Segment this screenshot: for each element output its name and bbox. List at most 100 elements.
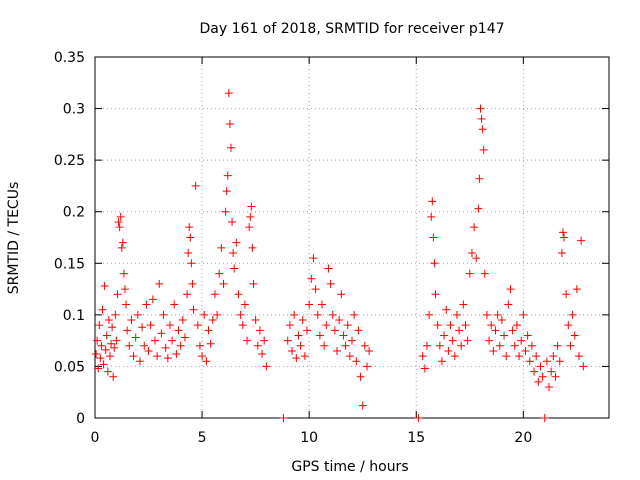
data-point: [246, 212, 255, 221]
data-point: [105, 352, 114, 361]
data-point: [176, 341, 185, 350]
data-point: [570, 331, 579, 340]
data-point: [448, 336, 457, 345]
data-point: [236, 310, 245, 319]
data-point: [560, 233, 569, 242]
data-point: [425, 310, 434, 319]
data-point: [92, 350, 101, 359]
data-point: [208, 316, 217, 325]
y-tick-label: 0.05: [54, 359, 85, 375]
data-point: [248, 243, 257, 252]
data-point: [365, 346, 374, 355]
data-point: [101, 345, 110, 354]
data-point: [517, 336, 526, 345]
data-point: [249, 279, 258, 288]
data-point: [114, 218, 123, 227]
data-point: [579, 362, 588, 371]
data-point: [112, 336, 121, 345]
data-point: [538, 372, 547, 381]
x-tick-label: 0: [91, 430, 100, 446]
data-point: [118, 238, 127, 247]
y-tick-label: 0.3: [63, 102, 85, 118]
data-point: [515, 352, 524, 361]
data-point: [174, 326, 183, 335]
data-point: [523, 331, 532, 340]
data-point: [122, 300, 131, 309]
data-point: [472, 254, 481, 263]
data-point: [223, 171, 232, 180]
data-point: [103, 367, 112, 376]
data-point: [133, 310, 142, 319]
data-point: [159, 310, 168, 319]
y-tick-label: 0.35: [54, 50, 85, 66]
data-point: [459, 300, 468, 309]
data-point: [508, 326, 517, 335]
data-point: [193, 321, 202, 330]
data-point: [140, 341, 149, 350]
data-point: [102, 331, 111, 340]
data-point: [435, 341, 444, 350]
data-point: [442, 305, 451, 314]
data-point: [99, 360, 108, 369]
data-point: [475, 174, 484, 183]
data-point: [491, 326, 500, 335]
data-point: [354, 326, 363, 335]
data-point: [427, 212, 436, 221]
data-point: [188, 279, 197, 288]
data-point: [247, 202, 256, 211]
data-point: [506, 285, 515, 294]
data-point: [187, 259, 196, 268]
data-point: [168, 336, 177, 345]
data-point: [502, 352, 511, 361]
data-point: [335, 316, 344, 325]
data-point: [476, 104, 485, 113]
data-point: [527, 341, 536, 350]
data-point: [100, 281, 109, 290]
data-point: [230, 264, 239, 273]
data-point: [547, 367, 556, 376]
data-point: [333, 346, 342, 355]
x-tick-label: 5: [198, 430, 207, 446]
data-point: [109, 372, 118, 381]
data-point: [487, 321, 496, 330]
data-point: [210, 290, 219, 299]
data-point: [229, 248, 238, 257]
data-point: [119, 269, 128, 278]
data-point: [195, 341, 204, 350]
data-point: [202, 357, 211, 366]
data-point: [170, 300, 179, 309]
data-point: [184, 248, 193, 257]
data-point: [446, 321, 455, 330]
data-point: [258, 350, 267, 359]
data-point: [414, 414, 423, 422]
data-point: [540, 414, 549, 422]
data-point: [482, 310, 491, 319]
data-points: [92, 89, 588, 422]
data-point: [545, 383, 554, 392]
data-point: [189, 305, 198, 314]
data-point: [455, 326, 464, 335]
data-point: [477, 114, 486, 123]
data-point: [339, 331, 348, 340]
data-point: [418, 352, 427, 361]
data-point: [107, 339, 116, 348]
data-point: [108, 323, 117, 332]
data-point: [553, 341, 562, 350]
data-point: [279, 414, 288, 422]
data-point: [463, 336, 472, 345]
data-point: [512, 321, 521, 330]
data-point: [568, 310, 577, 319]
data-point: [110, 343, 119, 352]
y-tick-label: 0.2: [63, 205, 85, 221]
x-tick-label: 15: [407, 430, 425, 446]
data-point: [123, 326, 132, 335]
data-point: [172, 350, 181, 359]
data-point: [470, 223, 479, 232]
data-point: [234, 290, 243, 299]
x-tick-label: 20: [514, 430, 532, 446]
data-point: [111, 310, 120, 319]
x-axis-label: GPS time / hours: [291, 459, 408, 475]
data-point: [495, 341, 504, 350]
data-point: [557, 248, 566, 257]
data-point: [480, 269, 489, 278]
